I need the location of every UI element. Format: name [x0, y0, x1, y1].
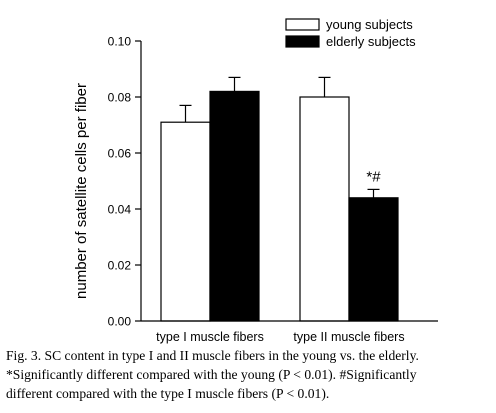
annotations-group: *# [366, 168, 381, 185]
bar-young-subjects-type-ii-muscle-fibers [299, 96, 350, 322]
y-ticks-group: 0.00 0.02 0.04 0.06 0.08 0.10 [108, 35, 141, 329]
caption-line-2: *Significantly different compared with t… [6, 367, 417, 382]
y-tick-label: 0.06 [108, 147, 132, 161]
y-axis-label: number of satellite cells per fiber [73, 83, 90, 299]
bar-elderly-subjects-type-ii-muscle-fibers [348, 197, 399, 322]
bar-elderly-subjects-type-i-muscle-fibers [209, 90, 260, 322]
x-tick-label: type II muscle fibers [293, 330, 404, 344]
error-bars-group [179, 76, 380, 198]
x-tick-label: type I muscle fibers [156, 330, 264, 344]
y-tick-label: 0.10 [108, 35, 132, 49]
legend-swatch-elderly-subjects [285, 35, 320, 48]
y-tick-label: 0.08 [108, 91, 132, 105]
bars-group [160, 90, 399, 322]
y-tick-label: 0.02 [108, 259, 132, 273]
legend-label-elderly-subjects: elderly subjects [326, 34, 416, 49]
y-tick-label: 0.04 [108, 203, 132, 217]
legend-swatch-young-subjects [285, 18, 320, 31]
significance-marker: *# [366, 168, 381, 185]
legend: young subjects elderly subjects [285, 17, 416, 49]
caption-line-3: different compared with the type I muscl… [6, 386, 330, 401]
figure-caption: Fig. 3. SC content in type I and II musc… [6, 346, 492, 403]
chart: 0.00 0.02 0.04 0.06 0.08 0.10 type I muscle f… [73, 17, 438, 344]
y-tick-label: 0.00 [108, 315, 132, 329]
x-tick-labels-group: type I muscle fibers type II muscle fiber… [156, 330, 404, 344]
caption-line-1: Fig. 3. SC content in type I and II musc… [6, 348, 419, 363]
bar-young-subjects-type-i-muscle-fibers [160, 121, 211, 322]
legend-label-young-subjects: young subjects [326, 17, 413, 32]
